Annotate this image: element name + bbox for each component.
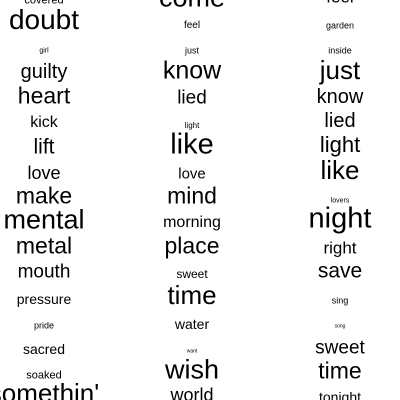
word-lovers: lovers (330, 197, 350, 205)
word-know-2: know (316, 86, 364, 108)
word-place: place (164, 232, 220, 259)
word-like-2: like (320, 155, 360, 185)
word-just: just (184, 45, 200, 56)
word-come: come (159, 0, 225, 12)
word-sacred: sacred (22, 341, 66, 357)
word-save: save (317, 259, 363, 283)
word-sweet-2: sweet (315, 337, 365, 359)
word-love: love (27, 163, 61, 183)
word-feel-2: feel (326, 0, 353, 6)
word-sing: sing (331, 295, 349, 306)
word-tonight: tonight (318, 389, 362, 400)
word-mental: mental (3, 204, 85, 235)
word-heart: heart (17, 82, 71, 109)
word-sweet: sweet (176, 267, 208, 281)
word-make: make (15, 182, 73, 209)
word-right: right (323, 238, 357, 258)
word-metal: metal (15, 232, 73, 259)
word-mouth: mouth (17, 261, 71, 283)
word-lied-2: lied (324, 110, 356, 132)
word-time-2: time (318, 357, 362, 384)
word-water: water (174, 316, 210, 332)
word-pressure: pressure (16, 291, 72, 307)
word-covered: covered (24, 0, 64, 7)
word-time: time (167, 280, 217, 310)
word-just-2: just (319, 55, 361, 85)
word-love-2: love (178, 165, 206, 183)
word-lied: lied (177, 87, 207, 109)
word-light-2: light (319, 132, 361, 157)
word-doubt: doubt (8, 4, 80, 35)
word-night: night (308, 202, 372, 235)
word-girl: girl (39, 47, 49, 55)
word-want: want (186, 348, 198, 355)
word-inside: inside (328, 45, 352, 56)
word-guilty: guilty (20, 61, 68, 83)
word-like: like (170, 128, 214, 161)
word-feel: feel (183, 20, 201, 31)
word-world: world (170, 385, 214, 400)
word-pride: pride (33, 320, 55, 331)
word-lift: lift (33, 135, 55, 159)
word-morning: morning (163, 214, 221, 231)
word-somethin: somethin' (0, 378, 100, 400)
word-know: know (162, 56, 222, 85)
word-soaked: soaked (26, 369, 62, 382)
word-garden: garden (325, 20, 355, 31)
word-song: song (334, 323, 346, 330)
word-kick: kick (30, 114, 58, 131)
word-wish: wish (164, 354, 220, 385)
word-light: light (184, 121, 200, 130)
word-mind: mind (167, 182, 217, 209)
